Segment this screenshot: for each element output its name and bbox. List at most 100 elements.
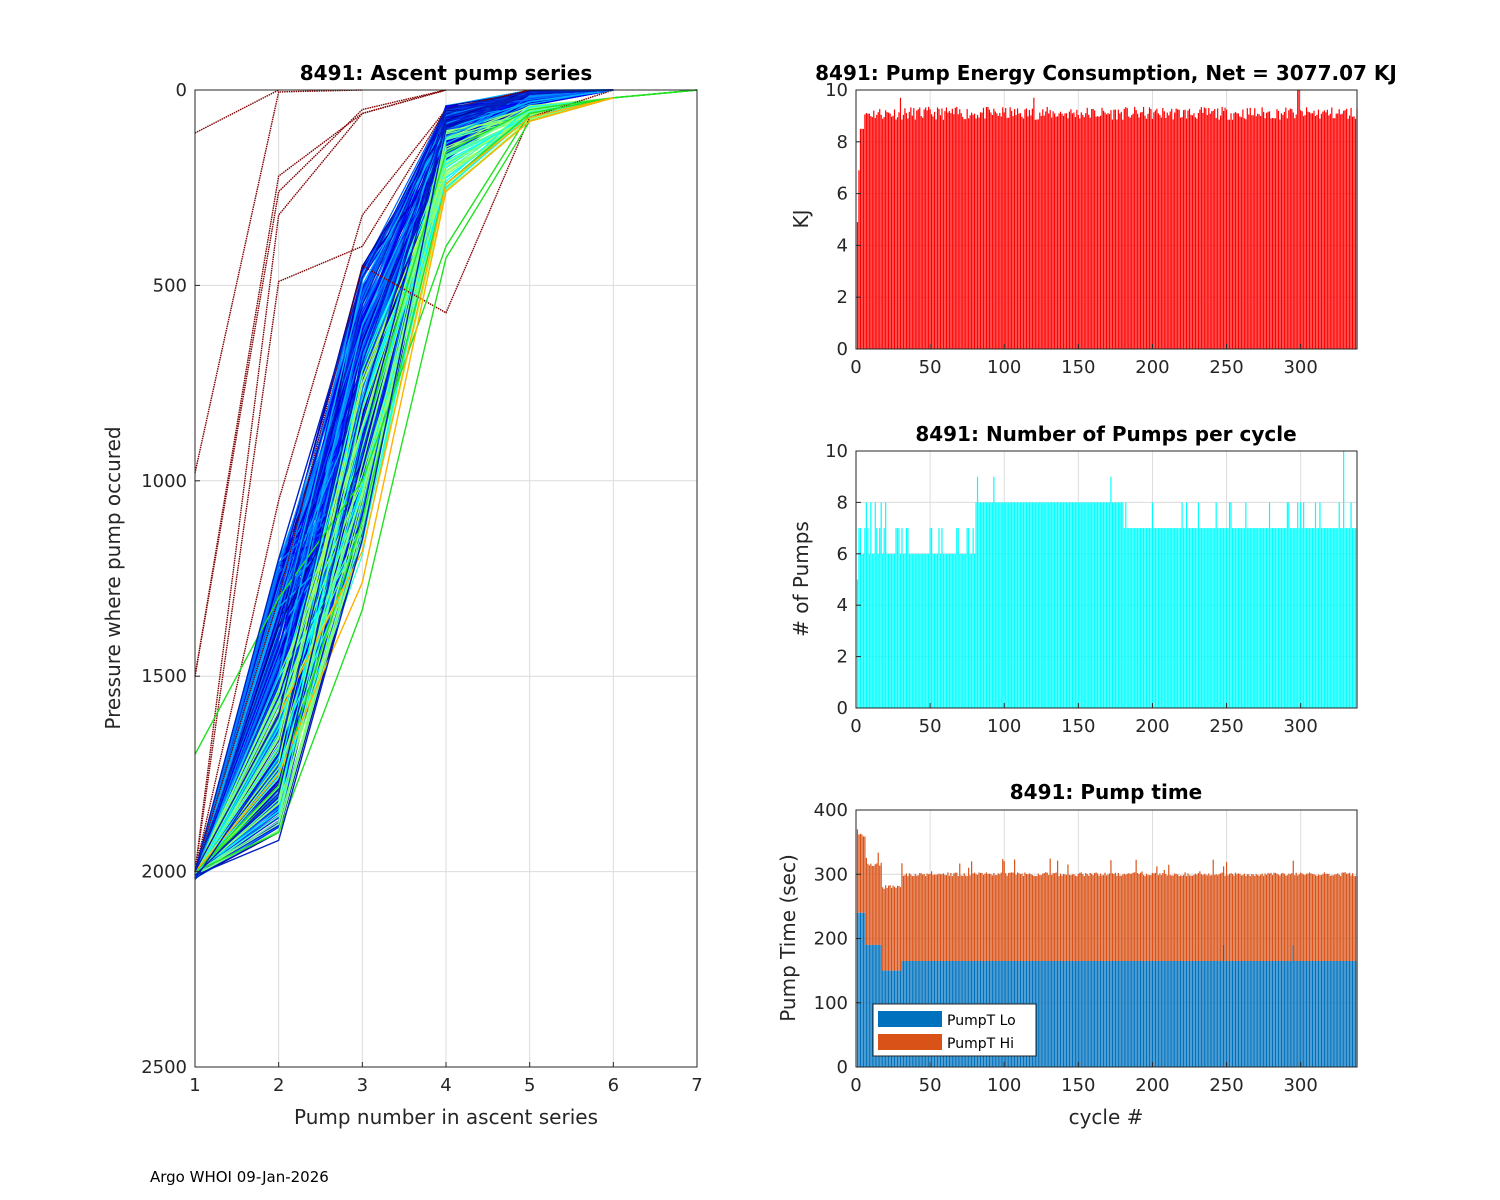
pumptime-lo-bar (1157, 960, 1159, 1067)
pumptime-hi-bar (1135, 859, 1137, 961)
pumps-bar (1231, 528, 1234, 708)
pumptime-lo-bar (1055, 960, 1057, 1067)
pumps-x-ticks: 0 50 100 150 200 250 300 (850, 703, 1318, 737)
pumps-bar (882, 553, 884, 708)
pumptime-hi-bar (1341, 872, 1343, 961)
pumptime-hi-bar (1129, 873, 1131, 961)
pumps-bar (1000, 502, 1002, 708)
pumptime-lo-bar (1197, 960, 1199, 1067)
y-tick-label: 2 (837, 647, 848, 668)
pumptime-lo-bar (1058, 960, 1060, 1067)
pumps-bar (925, 553, 927, 708)
pumps-bar (1153, 528, 1155, 708)
pumptime-hi-bar (1300, 872, 1302, 961)
pumps-bar (1234, 528, 1237, 708)
pumps-bar (1304, 528, 1306, 708)
energy-axes: 0 50 100 150 200 250 300 0 2 4 6 8 10 8491: Pump En… (789, 61, 1397, 378)
energy-bar (1150, 109, 1152, 349)
y-tick-label: 2 (837, 287, 848, 308)
pumps-bar (1117, 502, 1119, 708)
pumps-bar (880, 502, 882, 708)
ascent-lines (194, 89, 698, 880)
ascent-xlabel: Pump number in ascent series (294, 1105, 598, 1129)
pumps-bar (1027, 502, 1029, 708)
pumps-bar (911, 553, 913, 708)
ascent-series-line (194, 89, 614, 875)
energy-bar (1040, 115, 1042, 349)
pumps-bar (1188, 528, 1191, 708)
pumptime-hi-bar (959, 863, 961, 961)
energy-bar (1102, 110, 1105, 349)
energy-bar (981, 112, 983, 349)
energy-bar (1188, 108, 1191, 350)
pumps-bar (1113, 502, 1115, 708)
pumptime-hi-bar (990, 874, 992, 961)
energy-bar (1134, 106, 1136, 350)
pumps-bar (896, 528, 899, 708)
y-tick-label: 0 (837, 339, 848, 360)
pumptime-lo-bar (1079, 960, 1081, 1067)
ascent-series-line (194, 89, 447, 677)
pumptime-hi-bar (1310, 873, 1312, 961)
energy-bar (1077, 114, 1079, 349)
pumptime-hi-bar (1203, 873, 1205, 961)
pumps-bar (858, 528, 860, 708)
pumptime-lo-bar (1162, 960, 1164, 1067)
pumps-bar (971, 553, 973, 708)
pumps-bar (941, 528, 943, 708)
ascent-series-line (194, 89, 614, 880)
pumps-bar (1246, 528, 1248, 708)
pumps-bar (1064, 502, 1066, 708)
energy-bar (963, 119, 965, 349)
pumptime-lo-bar (1276, 960, 1278, 1067)
pumps-bar (944, 553, 946, 708)
pumptime-lo-bar (1071, 960, 1074, 1067)
energy-bar (919, 107, 921, 349)
pumptime-hi-bar (988, 873, 990, 961)
pumptime-hi-bar (859, 833, 862, 913)
x-tick-label: 100 (987, 1075, 1021, 1096)
energy-bar (923, 109, 925, 349)
y-tick-label: 4 (837, 235, 848, 256)
pumptime-lo-bar (1199, 960, 1201, 1067)
x-tick-label: 250 (1209, 1075, 1243, 1096)
energy-bar (879, 109, 881, 349)
pumptime-lo-bar (1264, 960, 1266, 1067)
pumps-bar (1350, 502, 1352, 708)
energy-bar (1165, 118, 1167, 349)
pumps-bar (1270, 528, 1272, 708)
energy-bar (1021, 116, 1023, 349)
pumptime-hi-bar (896, 885, 899, 971)
energy-bar (1240, 117, 1242, 350)
pumptime-lo-bar (1139, 960, 1142, 1067)
pumps-bar (982, 502, 985, 708)
pumptime-hi-bar (925, 876, 927, 961)
x-tick-label: 300 (1283, 357, 1317, 378)
energy-bar (920, 116, 922, 349)
pumps-bar (1122, 502, 1124, 708)
pumps-bar (1169, 528, 1171, 708)
pumps-bar (1203, 528, 1205, 708)
x-tick-label: 3 (357, 1075, 368, 1096)
pumps-bar (1228, 502, 1231, 708)
energy-bar (1354, 118, 1357, 350)
energy-bar (994, 111, 996, 349)
pumptime-hi-bar (1033, 875, 1035, 961)
pumptime-lo-bar (1196, 960, 1198, 1067)
pumptime-lo-bar (1151, 960, 1154, 1067)
pumps-bar (1187, 528, 1189, 708)
energy-bar (1028, 109, 1031, 349)
pumptime-lo-bar (1353, 960, 1355, 1067)
pumptime-lo-bar (1260, 960, 1262, 1067)
pumps-bar (1141, 528, 1143, 708)
y-tick-label: 4 (837, 595, 848, 616)
pumptime-hi-bar (893, 886, 896, 971)
pumps-bar (1205, 528, 1207, 708)
energy-bar (1218, 119, 1220, 349)
pumps-bar (886, 553, 888, 708)
pumptime-hi-bar (1015, 874, 1017, 961)
pumps-bar (1125, 502, 1127, 708)
pumptime-hi-bar (1240, 875, 1242, 961)
energy-bar (902, 114, 905, 349)
pumptime-hi-bar (919, 873, 921, 961)
